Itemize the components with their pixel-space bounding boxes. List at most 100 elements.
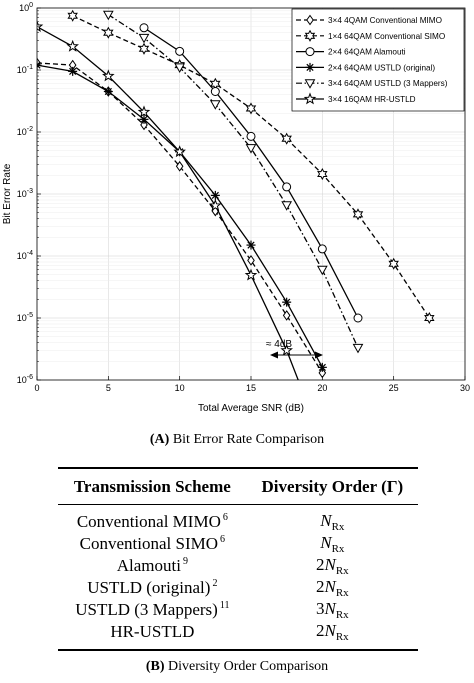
- legend-entry: 3×4 4QAM Conventional MIMO: [328, 16, 442, 25]
- diversity-order-cell: NRx: [247, 533, 418, 555]
- scheme-name: Conventional MIMO: [76, 512, 221, 531]
- symbol: N: [324, 599, 336, 618]
- symbol: N: [324, 555, 336, 574]
- data-point: [424, 311, 435, 325]
- legend-box: [291, 8, 465, 112]
- legend-entry: 3×4 64QAM USTLD (3 Mappers): [328, 79, 448, 88]
- data-point: [37, 20, 44, 33]
- legend-entry: 1×4 64QAM Conventional SIMO: [328, 32, 445, 41]
- x-tick-label: 10: [175, 383, 185, 393]
- y-tick-label: 10-3: [17, 188, 33, 199]
- data-point: [68, 66, 78, 76]
- diversity-order-cell: NRx: [247, 505, 418, 533]
- data-point: [317, 362, 327, 372]
- caption-a-label: (A): [149, 432, 170, 447]
- data-point: [352, 343, 364, 354]
- caption-b: (B) Diversity Order Comparison: [0, 659, 474, 675]
- data-point: [282, 310, 291, 321]
- table-row: Conventional SIMO 6 NRx: [58, 533, 418, 555]
- data-point: [244, 268, 258, 281]
- annotation-arrowhead-right: [315, 351, 323, 359]
- legend-marker: [304, 29, 316, 42]
- caption-a: (A) Bit Error Rate Comparison: [0, 432, 474, 448]
- scheme-cell: HR-USTLD: [58, 621, 247, 650]
- data-point: [246, 131, 256, 141]
- data-point: [139, 23, 149, 33]
- table-row: USTLD (3 Mappers) 11 3NRx: [58, 599, 418, 621]
- data-point: [247, 255, 255, 266]
- scheme-name: HR-USTLD: [110, 622, 195, 641]
- scheme-name: Conventional SIMO: [79, 534, 219, 553]
- scheme-cell: Conventional SIMO 6: [58, 533, 247, 555]
- series-3: [37, 60, 327, 372]
- data-point: [317, 167, 328, 181]
- table-row: USTLD (original) 2 2NRx: [58, 577, 418, 599]
- subscript: Rx: [335, 631, 349, 643]
- symbol: N: [324, 577, 336, 596]
- y-tick-label: 10-4: [17, 250, 33, 261]
- data-point: [210, 87, 220, 97]
- scheme-cell: USTLD (3 Mappers) 11: [58, 599, 247, 621]
- data-point: [388, 257, 399, 270]
- symbol: N: [320, 511, 332, 530]
- table-row: Alamouti 9 2NRx: [58, 555, 418, 577]
- scheme-cell: Alamouti 9: [58, 555, 247, 577]
- scheme-cell: USTLD (original) 2: [58, 577, 247, 599]
- x-axis-label: Total Average SNR (dB): [198, 403, 304, 414]
- reference-number: 2: [212, 578, 218, 589]
- data-point: [210, 190, 220, 200]
- x-tick-label: 20: [317, 383, 327, 393]
- legend-entry: 2×4 64QAM USTLD (original): [328, 63, 435, 72]
- data-point: [103, 87, 113, 97]
- subscript: Rx: [335, 565, 349, 577]
- diversity-order-cell: 2NRx: [247, 577, 418, 599]
- scheme-cell: Conventional MIMO 6: [58, 505, 247, 534]
- series-5: [37, 20, 299, 380]
- data-point: [103, 26, 114, 39]
- diversity-order-cell: 2NRx: [247, 621, 418, 650]
- data-point: [281, 201, 293, 211]
- data-point: [175, 160, 184, 172]
- x-tick-label: 15: [246, 383, 256, 393]
- data-point: [280, 343, 293, 356]
- y-axis-label: Bit Error Rate: [2, 163, 13, 224]
- reference-number: 11: [219, 600, 230, 611]
- legend-marker: [304, 79, 316, 89]
- series-line: [107, 14, 359, 349]
- diversity-order-cell: 3NRx: [247, 599, 418, 621]
- y-tick-label: 10-1: [17, 64, 33, 75]
- data-point: [37, 60, 42, 70]
- series-4: [102, 10, 364, 354]
- scheme-name: USTLD (3 Mappers): [75, 600, 218, 619]
- y-tick-label: 10-2: [17, 126, 33, 137]
- legend-entry: 3×4 16QAM HR-USTLD: [328, 95, 416, 104]
- x-tick-label: 25: [389, 383, 399, 393]
- data-point: [282, 297, 292, 307]
- data-point: [209, 100, 221, 110]
- header-scheme: Transmission Scheme: [73, 477, 231, 496]
- data-point: [352, 208, 364, 221]
- diversity-table: Transmission Scheme Diversity Order (Γ) …: [58, 467, 418, 651]
- legend-marker: [306, 14, 314, 26]
- data-point: [139, 114, 149, 124]
- data-point: [137, 105, 151, 118]
- data-point: [67, 9, 78, 22]
- coefficient: 2: [316, 555, 325, 574]
- caption-b-label: (B): [145, 659, 165, 674]
- data-point: [102, 10, 114, 21]
- scheme-name: USTLD (original): [87, 578, 211, 597]
- series-1: [67, 9, 435, 325]
- table-header-row: Transmission Scheme Diversity Order (Γ): [58, 468, 418, 505]
- subscript: Rx: [331, 543, 345, 555]
- data-point: [245, 144, 257, 154]
- data-point: [102, 69, 115, 82]
- coefficient: 2: [316, 621, 325, 640]
- reference-number: 9: [182, 556, 188, 567]
- y-tick-label: 10-5: [17, 312, 33, 323]
- subscript: Rx: [331, 521, 345, 533]
- data-point: [317, 244, 327, 254]
- x-tick-label: 0: [34, 383, 39, 393]
- data-point: [316, 265, 328, 276]
- data-point: [281, 132, 292, 145]
- caption-b-text: Diversity Order Comparison: [167, 659, 329, 674]
